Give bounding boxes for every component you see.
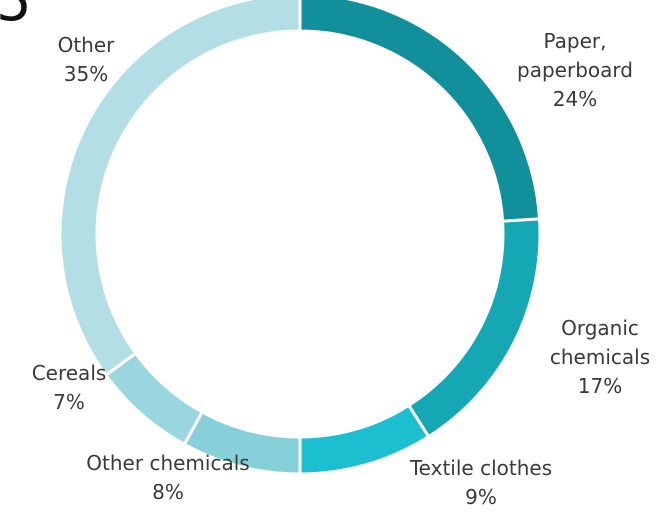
slice-label-line: 24% xyxy=(553,87,597,111)
donut-slices xyxy=(58,0,542,476)
slice-label-line: Other xyxy=(58,33,116,57)
slice-paper-paperboard xyxy=(298,0,542,223)
slice-label-organic-chemicals: Organic chemicals 17% xyxy=(550,316,650,398)
slice-cereals xyxy=(103,351,205,447)
cropped-heading-glyph: 5 xyxy=(0,0,32,34)
slice-label-line: 7% xyxy=(53,390,85,414)
slice-label-other: Other 35% xyxy=(58,33,116,86)
slice-label-other-chemicals: Other chemicals 8% xyxy=(86,451,249,504)
slice-label-cereals: Cereals 7% xyxy=(32,361,107,414)
slice-label-line: 8% xyxy=(152,480,184,504)
slice-label-line: Other chemicals xyxy=(86,451,249,475)
slice-label-line: 35% xyxy=(64,62,108,86)
slice-labels: Paper, paperboard 24% Organic chemicals 17% Te… xyxy=(32,29,650,509)
slice-label-line: Organic xyxy=(561,316,639,340)
slice-label-line: Cereals xyxy=(32,361,107,385)
slice-other xyxy=(58,0,302,378)
slice-label-line: chemicals xyxy=(550,345,650,369)
slice-organic-chemicals xyxy=(406,217,542,439)
slice-label-textile-clothes: Textile clothes 9% xyxy=(409,456,552,509)
slice-label-line: paperboard xyxy=(517,58,633,82)
slice-label-line: Textile clothes xyxy=(409,456,552,480)
slice-label-line: 9% xyxy=(465,485,497,509)
slice-label-line: 17% xyxy=(578,374,622,398)
slice-label-paper-paperboard: Paper, paperboard 24% xyxy=(517,29,633,111)
slice-label-line: Paper, xyxy=(544,29,607,53)
